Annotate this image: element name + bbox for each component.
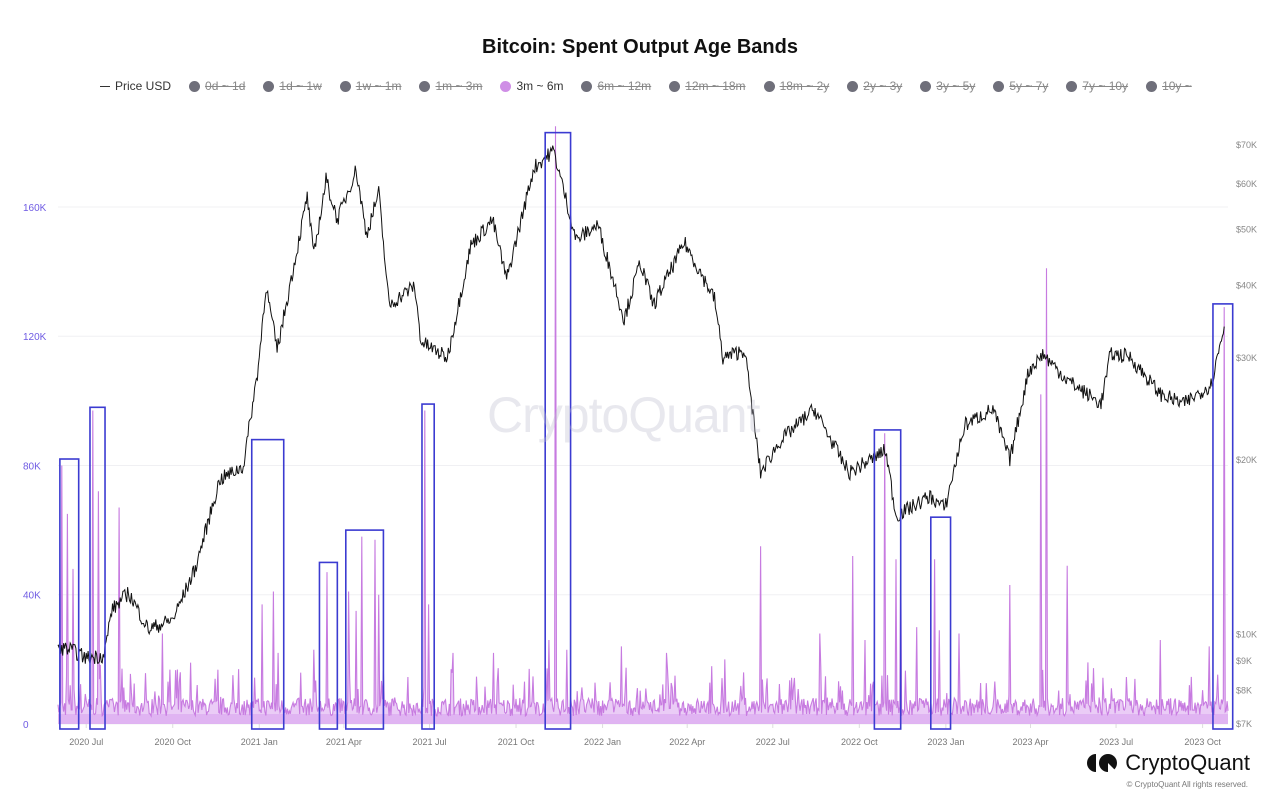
x-tick: 2022 Apr	[669, 737, 705, 747]
legend-label: 1m ~ 3m	[435, 79, 483, 93]
legend-item-2y-3y[interactable]: 2y ~ 3y	[847, 79, 902, 93]
x-tick: 2021 Jul	[412, 737, 446, 747]
y-right-tick: $30K	[1236, 353, 1257, 363]
legend-label: 10y ~	[1162, 79, 1192, 93]
legend-label: 7y ~ 10y	[1082, 79, 1129, 93]
y-right-tick: $70K	[1236, 140, 1257, 150]
band-line-3m-6m[interactable]	[57, 126, 1229, 718]
y-right-tick: $40K	[1236, 281, 1257, 291]
highlight-box	[59, 458, 80, 730]
legend-label: Price USD	[115, 79, 172, 93]
y-left-tick: 160K	[23, 203, 47, 214]
legend-item-1m-3m[interactable]: 1m ~ 3m	[419, 79, 482, 93]
x-tick: 2023 Oct	[1184, 737, 1221, 747]
highlight-box	[544, 131, 572, 730]
price-usd-line[interactable]	[57, 145, 1225, 664]
dot-marker-icon	[339, 80, 351, 92]
legend-item-1w-1m[interactable]: 1w ~ 1m	[339, 79, 402, 93]
highlight-box	[89, 406, 106, 730]
legend-item-0d-1d[interactable]: 0d ~ 1d	[189, 79, 245, 93]
legend-label: 1w ~ 1m	[355, 79, 402, 93]
y-right-tick: $20K	[1236, 455, 1257, 465]
x-tick: 2020 Jul	[69, 737, 103, 747]
dot-marker-icon	[189, 80, 201, 92]
brand-logo[interactable]: CryptoQuant	[1087, 750, 1250, 776]
highlight-box	[873, 429, 902, 730]
highlight-box	[421, 403, 436, 730]
y-right-tick: $9K	[1236, 656, 1252, 666]
cryptoquant-logo-icon	[1087, 753, 1119, 773]
highlight-box	[318, 561, 339, 730]
legend-item-7y-10y[interactable]: 7y ~ 10y	[1066, 79, 1128, 93]
legend-item-price-usd[interactable]: Price USD	[100, 79, 171, 93]
dot-marker-icon	[920, 80, 932, 92]
watermark: CryptoQuant	[487, 387, 760, 443]
y-left-tick: 120K	[23, 332, 47, 343]
y-right-tick: $60K	[1236, 179, 1257, 189]
x-tick: 2020 Oct	[154, 737, 191, 747]
legend-label: 18m ~ 2y	[779, 79, 830, 93]
chart-title: Bitcoin: Spent Output Age Bands	[482, 36, 798, 58]
legend-item-10y-[interactable]: 10y ~	[1146, 79, 1192, 93]
legend-item-1d-1w[interactable]: 1d ~ 1w	[263, 79, 322, 93]
brand-name: CryptoQuant	[1125, 750, 1250, 775]
legend-label: 3m ~ 6m	[516, 79, 564, 93]
dot-marker-icon	[1146, 80, 1158, 92]
dot-marker-icon	[669, 80, 681, 92]
line-marker-icon	[100, 85, 110, 87]
x-tick: 2022 Oct	[841, 737, 878, 747]
legend-label: 3y ~ 5y	[936, 79, 976, 93]
legend-label: 12m ~ 18m	[685, 79, 746, 93]
legend-item-6m-12m[interactable]: 6m ~ 12m	[581, 79, 651, 93]
highlight-box	[250, 438, 285, 730]
dot-marker-icon	[1066, 80, 1078, 92]
x-tick: 2023 Apr	[1012, 737, 1048, 747]
x-tick: 2021 Jan	[241, 737, 278, 747]
x-tick: 2021 Oct	[498, 737, 535, 747]
dot-marker-icon	[847, 80, 859, 92]
legend-label: 5y ~ 7y	[1009, 79, 1049, 93]
highlight-box	[929, 516, 952, 730]
y-right-tick: $7K	[1236, 719, 1252, 729]
dot-marker-icon	[581, 80, 593, 92]
legend-item-3y-5y[interactable]: 3y ~ 5y	[920, 79, 975, 93]
dot-marker-icon	[500, 80, 512, 92]
legend-label: 6m ~ 12m	[597, 79, 652, 93]
y-left-tick: 0	[23, 720, 29, 731]
y-right-tick: $8K	[1236, 685, 1252, 695]
dot-marker-icon	[263, 80, 275, 92]
y-left-tick: 80K	[23, 461, 41, 472]
dot-marker-icon	[419, 80, 431, 92]
highlight-box	[344, 529, 385, 730]
legend-label: 2y ~ 3y	[863, 79, 903, 93]
dot-marker-icon	[763, 80, 775, 92]
copyright-text: © CryptoQuant All rights reserved.	[1126, 780, 1249, 789]
legend-item-5y-7y[interactable]: 5y ~ 7y	[993, 79, 1048, 93]
dot-marker-icon	[993, 80, 1005, 92]
y-right-tick: $10K	[1236, 629, 1257, 639]
x-tick: 2023 Jan	[927, 737, 964, 747]
legend-label: 1d ~ 1w	[279, 79, 322, 93]
x-tick: 2022 Jan	[584, 737, 621, 747]
legend-item-12m-18m[interactable]: 12m ~ 18m	[669, 79, 746, 93]
legend-label: 0d ~ 1d	[205, 79, 246, 93]
y-left-tick: 40K	[23, 591, 41, 602]
highlight-box	[1212, 303, 1234, 730]
legend-item-18m-2y[interactable]: 18m ~ 2y	[763, 79, 830, 93]
legend-item-3m-6m[interactable]: 3m ~ 6m	[500, 79, 563, 93]
x-tick: 2023 Jul	[1099, 737, 1133, 747]
x-tick: 2022 Jul	[756, 737, 790, 747]
y-right-tick: $50K	[1236, 225, 1257, 235]
chart-legend: Price USD 0d ~ 1d 1d ~ 1w 1w ~ 1m 1m ~ 3m 3m …	[100, 78, 1210, 94]
x-tick: 2021 Apr	[326, 737, 362, 747]
